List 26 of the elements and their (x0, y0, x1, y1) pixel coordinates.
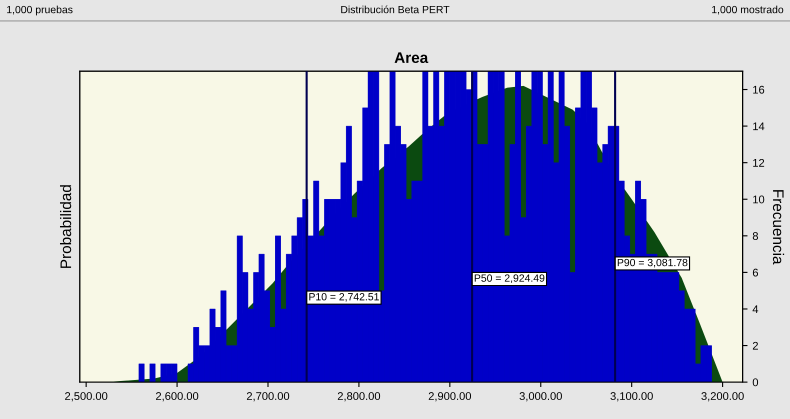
x-tick-label: 3,000.00 (520, 392, 562, 402)
x-tick-label: 2,500.00 (65, 392, 108, 402)
text: Distribución Beta PERT (341, 6, 450, 14)
x-tick-label: 2,900.00 (428, 392, 472, 402)
x-tick-label: 2,600.00 (156, 392, 198, 402)
text: 1,000 pruebas (7, 6, 73, 16)
y2-tick-label: 16 (753, 86, 764, 94)
y2-tick-label: 12 (753, 158, 764, 167)
x-tick-label: 2,800.00 (338, 392, 380, 402)
text: 1,000 mostrado (712, 6, 784, 14)
x-tick-label: 3,100.00 (610, 392, 653, 402)
y2-tick-label: 6 (752, 268, 758, 277)
y2-axis-title: Frecuencia (772, 190, 784, 264)
chart-title: Area (394, 52, 428, 64)
x-tick-label: 3,200.00 (701, 392, 744, 402)
ref-line-label: P90 = 3,081.78 (618, 258, 688, 268)
y2-tick-label: 2 (752, 342, 758, 350)
y-axis-title: Probabilidad (60, 185, 72, 268)
ref-line-label: P50 = 2,924.49 (474, 274, 544, 284)
ref-line-label: P10 = 2,742.51 (309, 293, 379, 302)
y2-tick-label: 0 (752, 378, 758, 386)
x-tick-label: 2,700.00 (246, 392, 290, 402)
y2-tick-label: 8 (752, 232, 758, 240)
y2-tick-label: 10 (753, 196, 764, 204)
y2-tick-label: 4 (752, 305, 758, 313)
y2-tick-label: 14 (753, 122, 764, 130)
